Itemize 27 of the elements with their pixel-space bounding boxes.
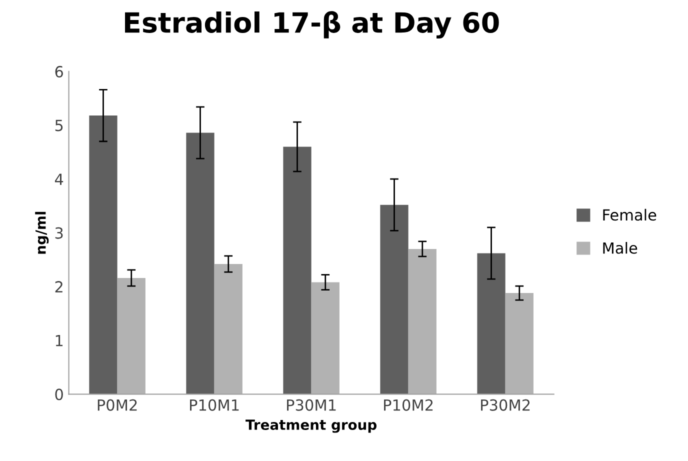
y-tick-label: 1 [56,335,63,346]
legend-label: Female [603,208,656,221]
y-tick-label: 4 [54,174,64,185]
bar [89,116,118,394]
bar [477,253,506,394]
bar [283,146,312,394]
y-tick-label: 6 [55,66,63,78]
y-axis-title: ng/ml [35,212,49,254]
bar [505,293,534,394]
y-tick-label: 3 [55,227,63,239]
chart-title: Estradiol 17-β at Day 60 [125,11,499,39]
bar [408,248,436,394]
x-tick-label: P30M1 [287,399,336,411]
y-tick-label: 5 [55,120,63,132]
x-tick-label: P0M2 [98,399,137,411]
bar [311,282,340,394]
bar [214,264,242,394]
bar [117,278,146,394]
x-tick-label: P10M2 [384,399,433,411]
x-tick-label: P10M1 [190,399,239,411]
x-axis-title: Treatment group [246,420,377,433]
bar [186,132,214,394]
bar [380,204,408,394]
y-tick-label: 2 [55,281,62,292]
y-tick-label: 0 [55,388,63,400]
legend-label: Male [603,242,638,254]
x-tick-label: P30M2 [481,399,530,411]
